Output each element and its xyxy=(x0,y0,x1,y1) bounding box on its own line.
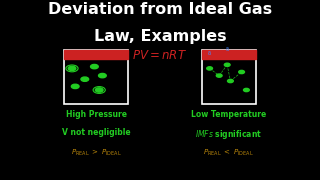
Circle shape xyxy=(239,70,244,74)
Text: Deviation from Ideal Gas: Deviation from Ideal Gas xyxy=(48,2,272,17)
Circle shape xyxy=(71,84,79,89)
Bar xyxy=(64,50,128,104)
Bar xyxy=(202,50,256,104)
Circle shape xyxy=(68,66,76,71)
Circle shape xyxy=(244,88,249,92)
Text: δ: δ xyxy=(208,51,211,56)
Text: $\mathit{PV = nRT}$: $\mathit{PV = nRT}$ xyxy=(132,49,188,62)
Text: $\mathit{P}_{\mathrm{REAL}}\ <\ \mathit{P}_{\mathrm{IDEAL}}$: $\mathit{P}_{\mathrm{REAL}}\ <\ \mathit{… xyxy=(204,148,254,158)
Text: δ: δ xyxy=(226,47,229,52)
Text: $\mathit{IMFs}$ significant: $\mathit{IMFs}$ significant xyxy=(195,128,262,141)
Text: $\mathit{P}_{\mathrm{REAL}}\ >\ \mathit{P}_{\mathrm{IDEAL}}$: $\mathit{P}_{\mathrm{REAL}}\ >\ \mathit{… xyxy=(71,148,121,158)
Bar xyxy=(202,50,256,59)
Circle shape xyxy=(224,63,230,66)
Text: High Pressure: High Pressure xyxy=(66,110,126,119)
Circle shape xyxy=(207,67,212,70)
Circle shape xyxy=(91,64,98,69)
Circle shape xyxy=(216,74,222,77)
Circle shape xyxy=(95,88,103,92)
Text: Low Temperature: Low Temperature xyxy=(191,110,267,119)
Text: V not negligible: V not negligible xyxy=(62,128,130,137)
Bar xyxy=(64,50,128,59)
Circle shape xyxy=(99,73,106,78)
Circle shape xyxy=(228,79,233,83)
Text: Law, Examples: Law, Examples xyxy=(94,29,226,44)
Circle shape xyxy=(81,77,89,81)
